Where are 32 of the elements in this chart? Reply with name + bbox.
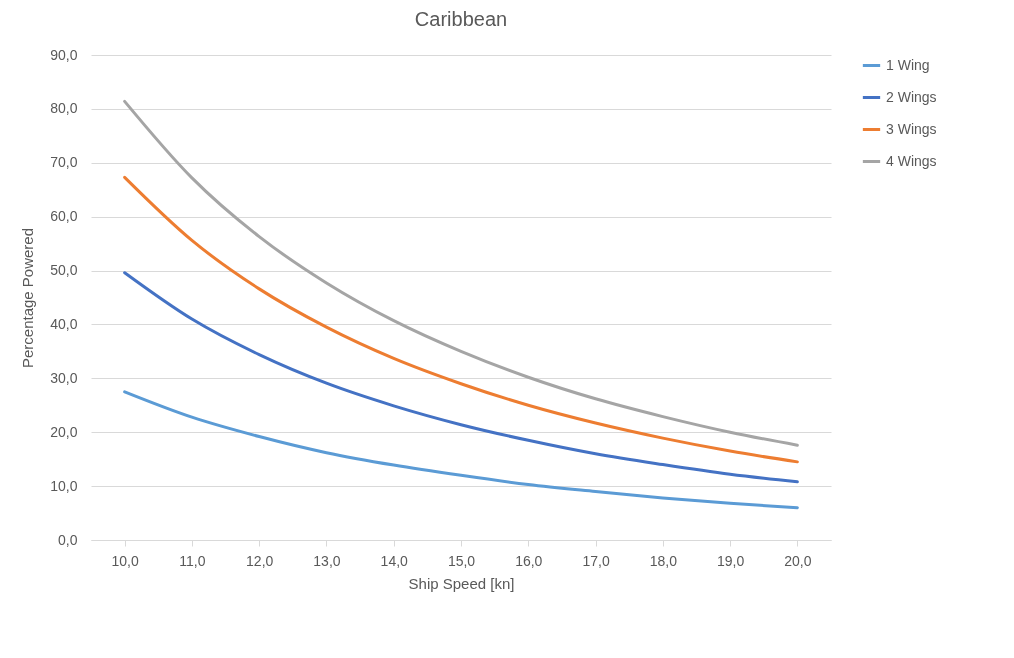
y-tick-label: 0,0 <box>58 531 78 548</box>
y-tick-label: 60,0 <box>50 208 78 225</box>
chart-title: Caribbean <box>414 8 508 30</box>
line-series <box>123 175 799 464</box>
legend-label: 1 Wing <box>886 56 930 73</box>
y-tick-label: 70,0 <box>50 154 78 171</box>
y-tick-label: 30,0 <box>50 369 78 386</box>
y-tick-label: 90,0 <box>50 46 78 63</box>
x-tick-label: 17,0 <box>582 552 610 569</box>
x-axis-title: Ship Speed [kn] <box>408 574 515 592</box>
y-tick-label: 20,0 <box>50 423 78 440</box>
x-tick-label: 19,0 <box>716 552 745 569</box>
x-tick-label: 10,0 <box>111 552 139 569</box>
y-tick-label: 10,0 <box>50 477 78 494</box>
x-tick-label: 11,0 <box>179 552 206 569</box>
x-tick-label: 15,0 <box>447 552 476 569</box>
x-tick-label: 18,0 <box>649 552 678 569</box>
x-tick-label: 20,0 <box>784 552 812 569</box>
y-tick-label: 40,0 <box>50 315 78 332</box>
line-series <box>123 271 799 484</box>
legend-label: 2 Wings <box>886 88 937 105</box>
x-tick-label: 14,0 <box>380 552 409 569</box>
y-tick-label: 50,0 <box>50 262 78 279</box>
line-series <box>123 390 799 510</box>
x-tick-label: 12,0 <box>246 552 274 569</box>
x-tick-label: 13,0 <box>313 552 341 569</box>
x-tick-label: 16,0 <box>515 552 543 569</box>
y-tick-label: 80,0 <box>50 100 78 117</box>
line-series <box>123 99 799 447</box>
legend-label: 4 Wings <box>886 152 937 169</box>
legend-label: 3 Wings <box>886 120 937 137</box>
y-axis-title: Percentage Powered <box>19 227 37 369</box>
